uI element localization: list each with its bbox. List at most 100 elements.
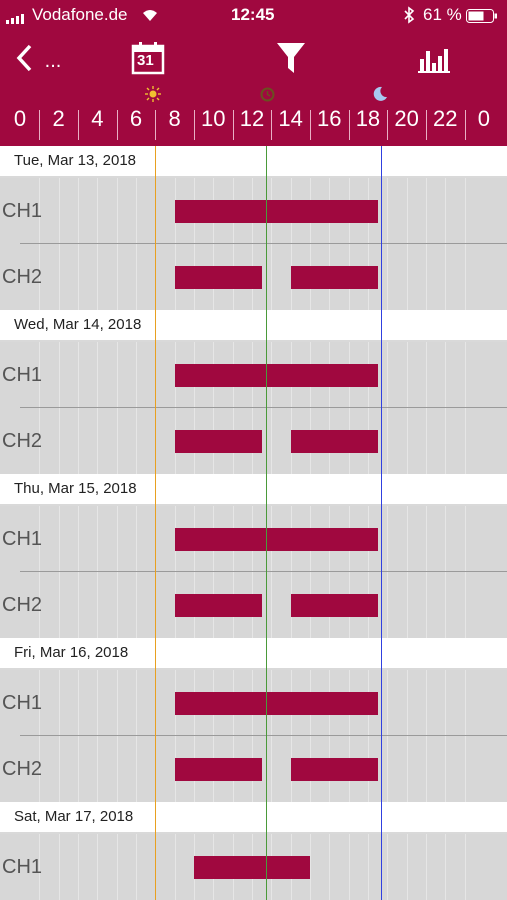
hour-gridline bbox=[445, 342, 447, 408]
hour-gridline bbox=[271, 572, 273, 638]
day-header: Sat, Mar 17, 2018 bbox=[0, 802, 507, 832]
hour-gridline bbox=[97, 178, 99, 244]
schedule-segment[interactable] bbox=[174, 692, 378, 715]
channel-row[interactable]: CH1 bbox=[0, 506, 507, 572]
hour-tick-line bbox=[309, 110, 311, 140]
channel-label: CH2 bbox=[2, 266, 43, 288]
signal-icon bbox=[6, 9, 28, 29]
hour-gridline bbox=[309, 834, 311, 900]
hour-tick-label: 22 bbox=[433, 106, 458, 131]
hour-gridline bbox=[97, 506, 99, 572]
hour-tick-label: 2 bbox=[52, 106, 65, 131]
hour-gridline bbox=[464, 408, 466, 474]
hour-tick-label: 20 bbox=[394, 106, 419, 131]
hour-gridline bbox=[135, 834, 137, 900]
calendar-icon bbox=[131, 42, 165, 75]
hour-gridline bbox=[464, 670, 466, 736]
hour-gridline bbox=[387, 244, 389, 310]
hour-gridline bbox=[406, 244, 408, 310]
calendar-button[interactable]: 31 bbox=[128, 30, 168, 86]
hour-gridline bbox=[39, 834, 41, 900]
hour-tick-label: 0 bbox=[13, 106, 27, 131]
schedule-segment[interactable] bbox=[174, 200, 378, 223]
back-label: ... bbox=[44, 49, 62, 72]
bar-chart-icon bbox=[418, 49, 450, 73]
hour-gridline bbox=[135, 342, 137, 408]
hour-gridline bbox=[445, 244, 447, 310]
hour-gridline bbox=[445, 736, 447, 802]
filter-button[interactable] bbox=[273, 30, 309, 86]
hour-gridline bbox=[406, 178, 408, 244]
schedule-segment[interactable] bbox=[174, 266, 262, 289]
hour-gridline bbox=[445, 670, 447, 736]
battery-icon bbox=[466, 8, 498, 28]
hour-gridline bbox=[39, 670, 41, 736]
hour-tick-line bbox=[116, 110, 118, 140]
navigation-bar: ... 31 bbox=[0, 30, 507, 86]
hour-gridline bbox=[58, 244, 60, 310]
channel-row[interactable]: CH2 bbox=[0, 572, 507, 638]
day-date: Wed, Mar 14, 2018 bbox=[14, 316, 142, 333]
hour-gridline bbox=[425, 670, 427, 736]
channel-row[interactable]: CH2 bbox=[0, 736, 507, 802]
hour-gridline bbox=[464, 736, 466, 802]
channel-row[interactable]: CH1 bbox=[0, 178, 507, 244]
hour-tick-label: 8 bbox=[168, 106, 181, 131]
schedule-segment[interactable] bbox=[174, 528, 378, 551]
schedule-segment[interactable] bbox=[174, 758, 262, 781]
hour-gridline bbox=[464, 834, 466, 900]
hour-gridline bbox=[97, 408, 99, 474]
hour-tick-label: 10 bbox=[201, 106, 226, 131]
hour-gridline bbox=[58, 670, 60, 736]
schedule-segment[interactable] bbox=[174, 364, 378, 387]
channel-row[interactable]: CH1 bbox=[0, 670, 507, 736]
hour-gridline bbox=[406, 408, 408, 474]
hour-gridline bbox=[329, 834, 331, 900]
hour-gridline bbox=[116, 736, 118, 802]
back-button[interactable]: ... bbox=[8, 30, 68, 86]
schedule-segment[interactable] bbox=[290, 758, 378, 781]
hour-gridline bbox=[135, 670, 137, 736]
hour-gridline bbox=[39, 244, 41, 310]
hour-gridline bbox=[58, 572, 60, 638]
hour-gridline bbox=[464, 572, 466, 638]
hour-gridline bbox=[58, 834, 60, 900]
channel-row[interactable]: CH2 bbox=[0, 408, 507, 474]
channel-row[interactable]: CH1 bbox=[0, 342, 507, 408]
schedule-segment[interactable] bbox=[174, 594, 262, 617]
row-divider bbox=[20, 243, 507, 244]
schedule-segment[interactable] bbox=[290, 266, 378, 289]
schedule-segment[interactable] bbox=[174, 430, 262, 453]
channel-row[interactable]: CH2 bbox=[0, 244, 507, 310]
schedule-segment[interactable] bbox=[290, 594, 378, 617]
hour-gridline bbox=[367, 834, 369, 900]
hour-gridline bbox=[387, 342, 389, 408]
statistics-button[interactable] bbox=[415, 30, 453, 86]
hour-gridline bbox=[406, 342, 408, 408]
battery-percent: 61 % bbox=[423, 5, 462, 24]
hour-gridline bbox=[77, 670, 79, 736]
hour-tick-label: 16 bbox=[317, 106, 342, 131]
hour-gridline bbox=[77, 178, 79, 244]
hour-gridline bbox=[58, 342, 60, 408]
hour-gridline bbox=[97, 572, 99, 638]
hour-gridline bbox=[39, 506, 41, 572]
hour-gridline bbox=[77, 572, 79, 638]
hour-tick-line bbox=[348, 110, 350, 140]
hour-gridline bbox=[445, 178, 447, 244]
hour-gridline bbox=[77, 244, 79, 310]
hour-gridline bbox=[348, 834, 350, 900]
row-divider bbox=[20, 735, 507, 736]
hour-tick-label: 12 bbox=[239, 106, 265, 131]
hour-tick-line bbox=[155, 110, 157, 140]
day-header: Wed, Mar 14, 2018 bbox=[0, 310, 507, 340]
hour-gridline bbox=[58, 736, 60, 802]
schedule-segment[interactable] bbox=[290, 430, 378, 453]
channel-row[interactable]: CH1 bbox=[0, 834, 507, 900]
hour-gridline bbox=[271, 244, 273, 310]
sun-icon bbox=[145, 86, 161, 107]
calendar-day: 31 bbox=[137, 52, 154, 69]
schedule-segment[interactable] bbox=[193, 856, 310, 879]
day-header: Thu, Mar 15, 2018 bbox=[0, 474, 507, 504]
hour-gridline bbox=[39, 572, 41, 638]
